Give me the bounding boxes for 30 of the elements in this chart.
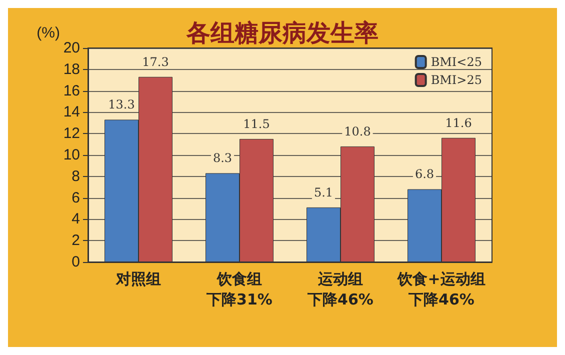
y-tick-label: 6 <box>72 189 80 206</box>
y-tick-label: 18 <box>63 60 80 78</box>
y-axis-title: (%) <box>36 24 60 42</box>
x-tick-label: 饮食+运动组 <box>396 270 486 288</box>
data-label: 10.8 <box>344 124 371 138</box>
y-tick-label: 10 <box>63 146 80 164</box>
x-tick-label: 对照组 <box>115 270 161 288</box>
x-tick-label: 运动组 <box>317 270 363 288</box>
text: 下降46% <box>306 290 374 308</box>
data-label: 6.8 <box>414 167 434 182</box>
text: 下降46% <box>408 290 474 308</box>
legend-label: BMI<25 <box>430 55 482 69</box>
data-label: 11.5 <box>243 116 270 131</box>
y-tick-label: 8 <box>72 168 80 185</box>
chart-title: 各组糖尿病发生率 <box>186 19 378 47</box>
y-tick-label: 16 <box>63 82 80 100</box>
data-label: 8.3 <box>212 151 232 166</box>
data-label: 17.3 <box>142 54 169 69</box>
legend-label: BMI>25 <box>430 73 482 87</box>
y-tick-label: 12 <box>63 125 80 142</box>
y-tick-label: 0 <box>72 254 80 270</box>
text: 下降31% <box>206 290 272 308</box>
y-tick-label: 4 <box>72 210 80 228</box>
x-tick-label: 饮食组 <box>216 270 262 288</box>
data-label: 13.3 <box>108 98 135 112</box>
y-tick-label: 2 <box>72 232 80 250</box>
y-tick-label: 20 <box>63 40 80 56</box>
data-label: 5.1 <box>314 185 334 200</box>
y-tick-label: 14 <box>63 104 80 121</box>
data-label: 11.6 <box>445 116 472 130</box>
